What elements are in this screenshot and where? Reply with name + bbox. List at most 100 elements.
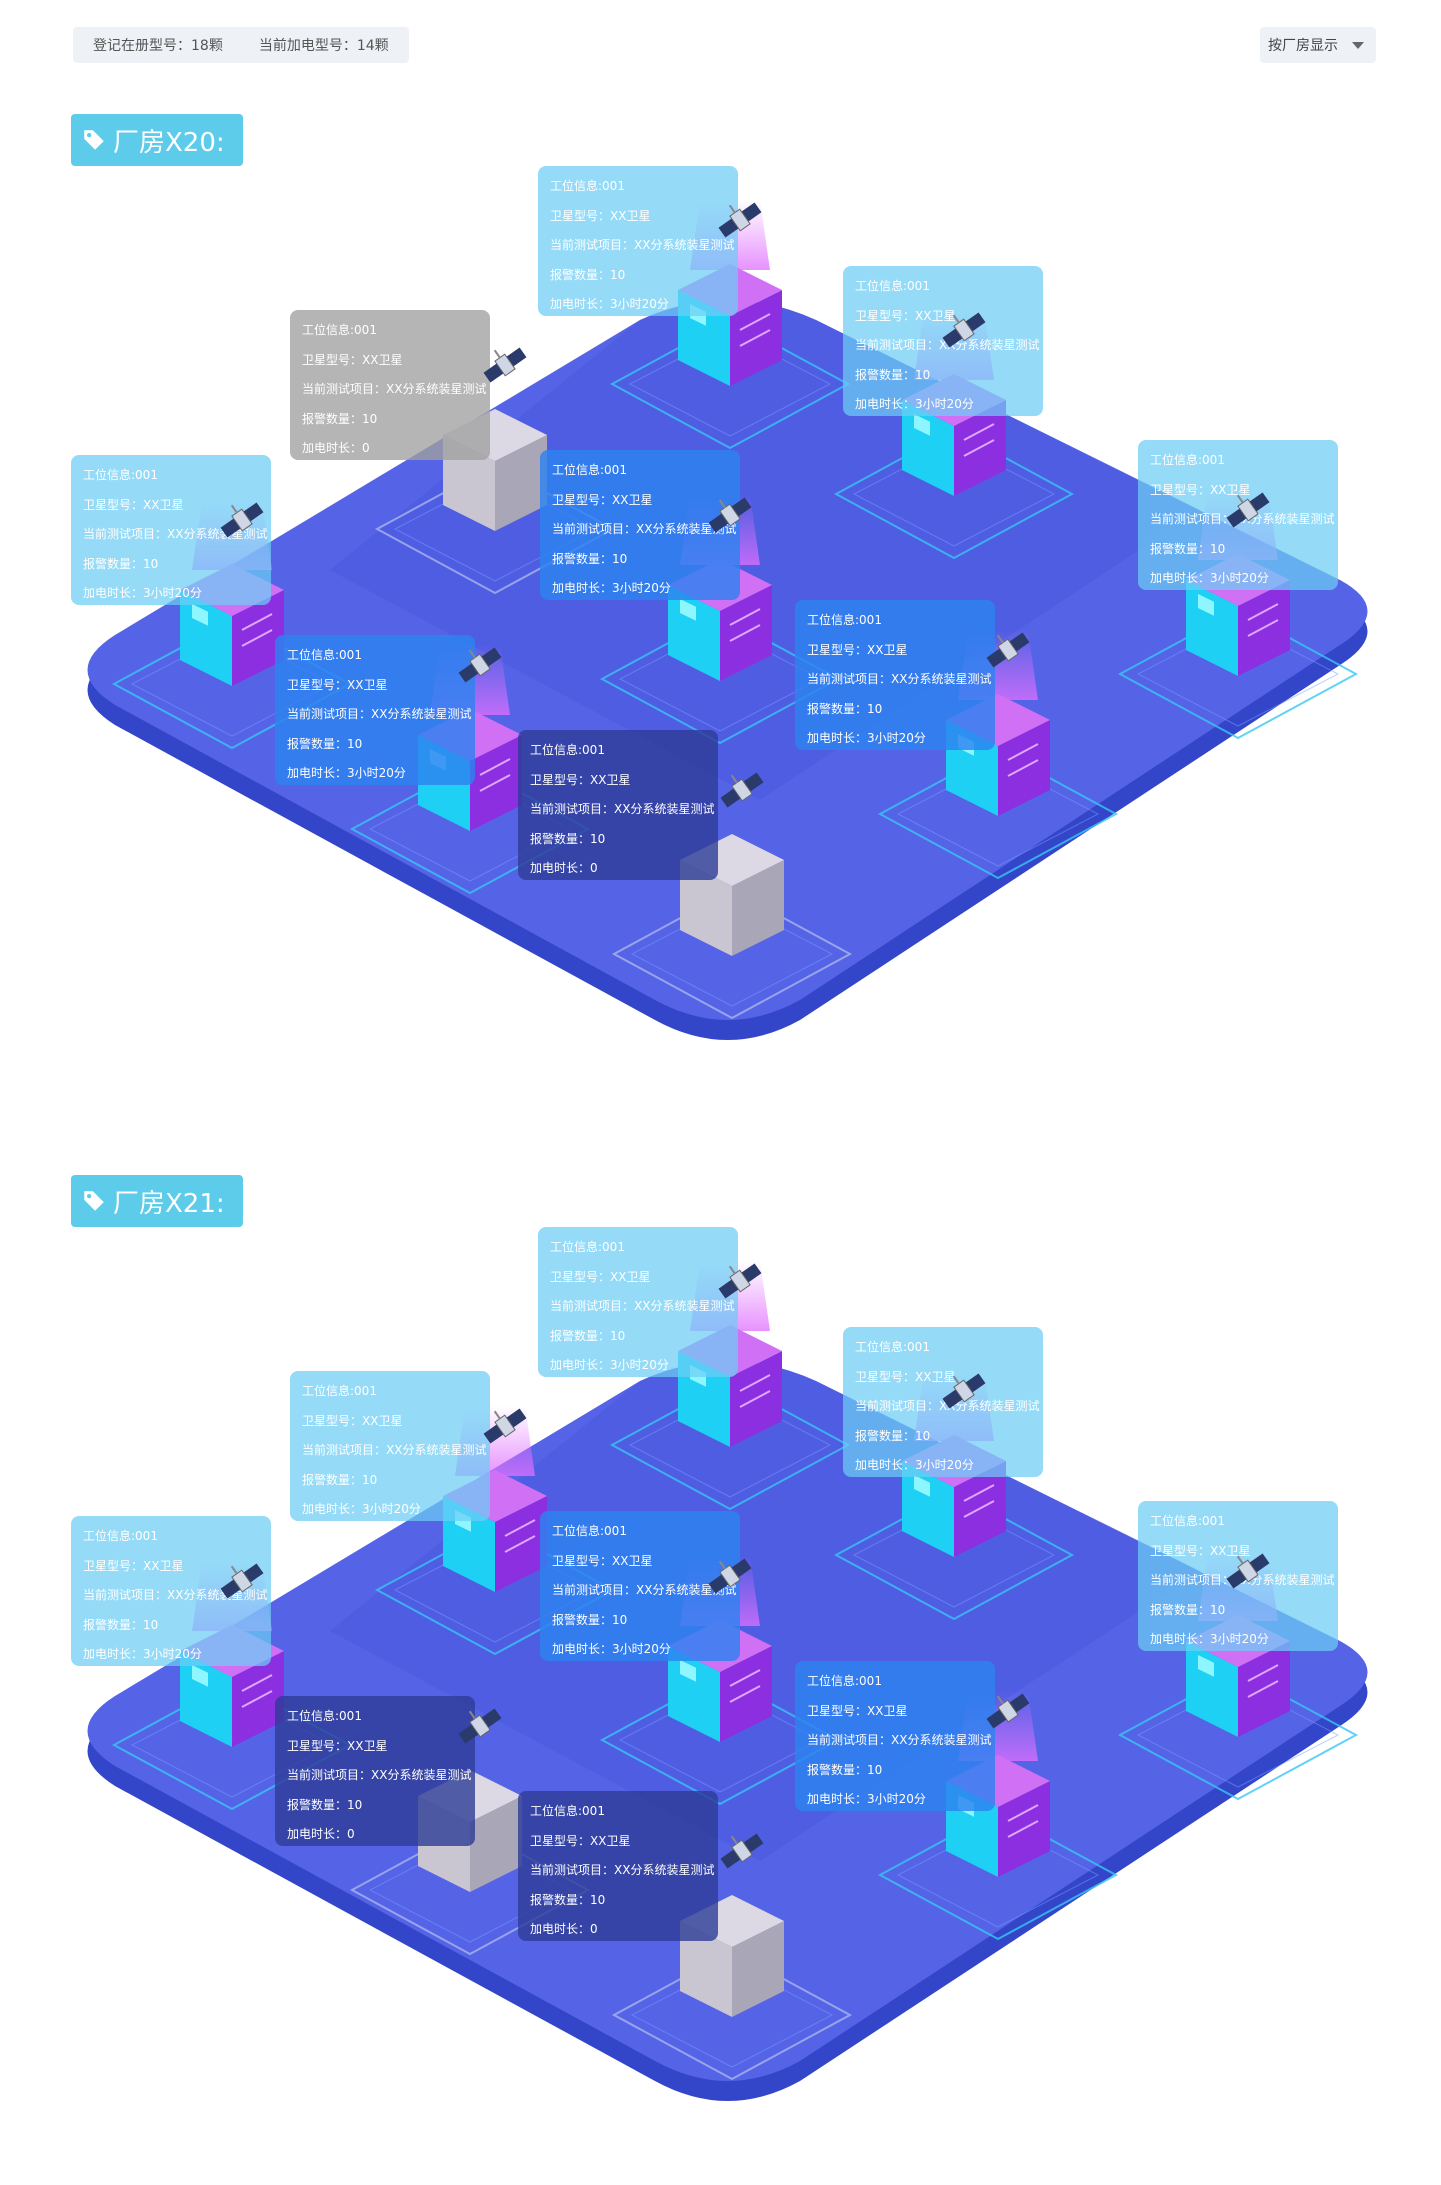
station-model: 卫星型号：XX卫星 — [552, 1553, 653, 1568]
station-model: 卫星型号：XX卫星 — [287, 1738, 388, 1753]
station-info: 工位信息:001 — [83, 1529, 158, 1543]
station-card[interactable]: 工位信息:001 卫星型号：XX卫星当前测试项目：XX分系统装星测试 报警数量：10… — [540, 450, 740, 600]
station-duration: 加电时长：3小时20分 — [552, 581, 671, 595]
station-model: 卫星型号：XX卫星 — [302, 1413, 403, 1428]
station-model: 卫星型号：XX卫星 — [855, 308, 956, 323]
station-duration: 加电时长：3小时20分 — [287, 766, 406, 780]
station-project: 当前测试项目：XX分系统装星测试 — [855, 338, 1040, 352]
station-model: 卫星型号：XX卫星 — [287, 677, 388, 692]
station-card[interactable]: 工位信息:001 卫星型号：XX卫星 当前测试项目：XX分系统装星测试 报警数量：10… — [1138, 440, 1338, 590]
station-card[interactable]: 工位信息:001 卫星型号：XX卫星当前测试项目：XX分系统装星测试 报警数量：10… — [540, 1511, 740, 1661]
station-duration: 加电时长：3小时20分 — [807, 731, 926, 745]
station-alarms: 报警数量：10 — [530, 1892, 606, 1907]
station-alarms: 报警数量：10 — [855, 1428, 931, 1443]
station-project: 当前测试项目：XX分系统装星测试 — [552, 1583, 737, 1597]
station-card[interactable]: 工位信息:001 卫星型号：XX卫星当前测试项目：XX分系统装星测试 报警数量：10… — [518, 730, 718, 880]
tag-icon — [84, 130, 104, 150]
station-alarms: 报警数量：10 — [1150, 541, 1226, 556]
tag-icon — [84, 1191, 104, 1211]
station-info: 工位信息:001 — [530, 1804, 605, 1818]
station-alarms: 报警数量：10 — [807, 701, 883, 716]
station-alarms: 报警数量：10 — [287, 1797, 363, 1812]
station-duration: 加电时长：3小时20分 — [1150, 571, 1269, 585]
powered-count: 当前加电型号：14颗 — [258, 38, 389, 54]
station-card[interactable]: 工位信息:001 卫星型号：XX卫星 当前测试项目：XX分系统装星测试 报警数量：10… — [290, 310, 490, 460]
station-model: 卫星型号：XX卫星 — [1150, 1543, 1251, 1558]
factory-title-x20: 厂房X20: — [71, 114, 243, 166]
station-card[interactable]: 工位信息:001 卫星型号：XX卫星 当前测试项目：XX分系统装星测试 报警数量：10… — [843, 1327, 1043, 1477]
station-card[interactable]: 工位信息:001 卫星型号：XX卫星 当前测试项目：XX分系统装星测试 报警数量：10… — [538, 166, 738, 316]
station-info: 工位信息:001 — [1150, 1514, 1225, 1528]
station-duration: 加电时长：3小时20分 — [302, 1502, 421, 1516]
station-model: 卫星型号：XX卫星 — [1150, 482, 1251, 497]
factory-title: 厂房X20: — [113, 127, 225, 158]
station-card[interactable]: 工位信息:001 卫星型号：XX卫星当前测试项目：XX分系统装星测试 报警数量：10… — [71, 1516, 271, 1666]
station-alarms: 报警数量：10 — [302, 1472, 378, 1487]
station-alarms: 报警数量：10 — [855, 367, 931, 382]
station-alarms: 报警数量：10 — [807, 1762, 883, 1777]
station-model: 卫星型号：XX卫星 — [302, 352, 403, 367]
station-info: 工位信息:001 — [287, 648, 362, 662]
station-project: 当前测试项目：XX分系统装星测试 — [83, 527, 268, 541]
station-alarms: 报警数量：10 — [552, 1612, 628, 1627]
station-card[interactable]: 工位信息:001 卫星型号：XX卫星 当前测试项目：XX分系统装星测试 报警数量：10… — [1138, 1501, 1338, 1651]
station-alarms: 报警数量：10 — [530, 831, 606, 846]
station-project: 当前测试项目：XX分系统装星测试 — [83, 1588, 268, 1602]
station-info: 工位信息:001 — [552, 463, 627, 477]
station-card[interactable]: 工位信息:001 卫星型号：XX卫星 当前测试项目：XX分系统装星测试 报警数量：10… — [795, 1661, 995, 1811]
station-card[interactable]: 工位信息:001 卫星型号：XX卫星 当前测试项目：XX分系统装星测试 报警数量：10… — [275, 1696, 475, 1846]
station-model: 卫星型号：XX卫星 — [552, 492, 653, 507]
factory-title-x21: 厂房X21: — [71, 1175, 243, 1227]
station-model: 卫星型号：XX卫星 — [807, 642, 908, 657]
station-alarms: 报警数量：10 — [83, 1617, 159, 1632]
station-duration: 加电时长：0 — [530, 1922, 598, 1936]
station-card[interactable]: 工位信息:001 卫星型号：XX卫星 当前测试项目：XX分系统装星测试 报警数量：10… — [538, 1227, 738, 1377]
station-card[interactable]: 工位信息:001 卫星型号：XX卫星当前测试项目：XX分系统装星测试 报警数量：10… — [795, 600, 995, 750]
station-model: 卫星型号：XX卫星 — [530, 1833, 631, 1848]
station-project: 当前测试项目：XX分系统装星测试 — [855, 1399, 1040, 1413]
station-info: 工位信息:001 — [807, 613, 882, 627]
station-card[interactable]: 工位信息:001 卫星型号：XX卫星 当前测试项目：XX分系统装星测试 报警数量：10… — [275, 635, 475, 785]
station-duration: 加电时长：3小时20分 — [1150, 1632, 1269, 1646]
station-project: 当前测试项目：XX分系统装星测试 — [302, 382, 487, 396]
station-card[interactable]: 工位信息:001 卫星型号：XX卫星 当前测试项目：XX分系统装星测试 报警数量：10… — [290, 1371, 490, 1521]
factory-floor-x21: 工位信息:001 卫星型号：XX卫星 当前测试项目：XX分系统装星测试 报警数量：10… — [0, 1211, 1441, 2151]
station-model: 卫星型号：XX卫星 — [550, 1269, 651, 1284]
station-duration: 加电时长：3小时20分 — [83, 586, 202, 600]
station-info: 工位信息:001 — [855, 1340, 930, 1354]
summary-bar: 登记在册型号：18颗 当前加电型号：14颗 — [73, 27, 409, 63]
station-project: 当前测试项目：XX分系统装星测试 — [807, 672, 992, 686]
station-duration: 加电时长：0 — [302, 441, 370, 455]
station-alarms: 报警数量：10 — [550, 1328, 626, 1343]
station-project: 当前测试项目：XX分系统装星测试 — [530, 802, 715, 816]
station-model: 卫星型号：XX卫星 — [83, 497, 184, 512]
station-model: 卫星型号：XX卫星 — [83, 1558, 184, 1573]
factory-floor-x20: 工位信息:001 卫星型号：XX卫星 当前测试项目：XX分系统装星测试 报警数量：10… — [0, 150, 1441, 1090]
display-mode-select[interactable]: 按厂房显示 — [1260, 27, 1376, 63]
station-project: 当前测试项目：XX分系统装星测试 — [287, 1768, 472, 1782]
station-project: 当前测试项目：XX分系统装星测试 — [287, 707, 472, 721]
station-card[interactable]: 工位信息:001 卫星型号：XX卫星当前测试项目：XX分系统装星测试 报警数量：10… — [518, 1791, 718, 1941]
factory-title: 厂房X21: — [113, 1188, 225, 1219]
station-alarms: 报警数量：10 — [83, 556, 159, 571]
station-duration: 加电时长：3小时20分 — [807, 1792, 926, 1806]
station-info: 工位信息:001 — [83, 468, 158, 482]
station-model: 卫星型号：XX卫星 — [530, 772, 631, 787]
station-duration: 加电时长：3小时20分 — [550, 1358, 669, 1372]
station-card[interactable]: 工位信息:001 卫星型号：XX卫星当前测试项目：XX分系统装星测试 报警数量：10… — [71, 455, 271, 605]
station-info: 工位信息:001 — [530, 743, 605, 757]
station-alarms: 报警数量：10 — [302, 411, 378, 426]
station-project: 当前测试项目：XX分系统装星测试 — [550, 238, 735, 252]
station-alarms: 报警数量：10 — [552, 551, 628, 566]
station-project: 当前测试项目：XX分系统装星测试 — [530, 1863, 715, 1877]
station-alarms: 报警数量：10 — [550, 267, 626, 282]
station-duration: 加电时长：3小时20分 — [855, 397, 974, 411]
station-duration: 加电时长：0 — [287, 1827, 355, 1841]
station-project: 当前测试项目：XX分系统装星测试 — [550, 1299, 735, 1313]
station-info: 工位信息:001 — [552, 1524, 627, 1538]
station-info: 工位信息:001 — [1150, 453, 1225, 467]
station-card[interactable]: 工位信息:001 卫星型号：XX卫星 当前测试项目：XX分系统装星测试 报警数量：10… — [843, 266, 1043, 416]
registered-count: 登记在册型号：18颗 — [93, 38, 223, 54]
station-model: 卫星型号：XX卫星 — [807, 1703, 908, 1718]
station-project: 当前测试项目：XX分系统装星测试 — [552, 522, 737, 536]
